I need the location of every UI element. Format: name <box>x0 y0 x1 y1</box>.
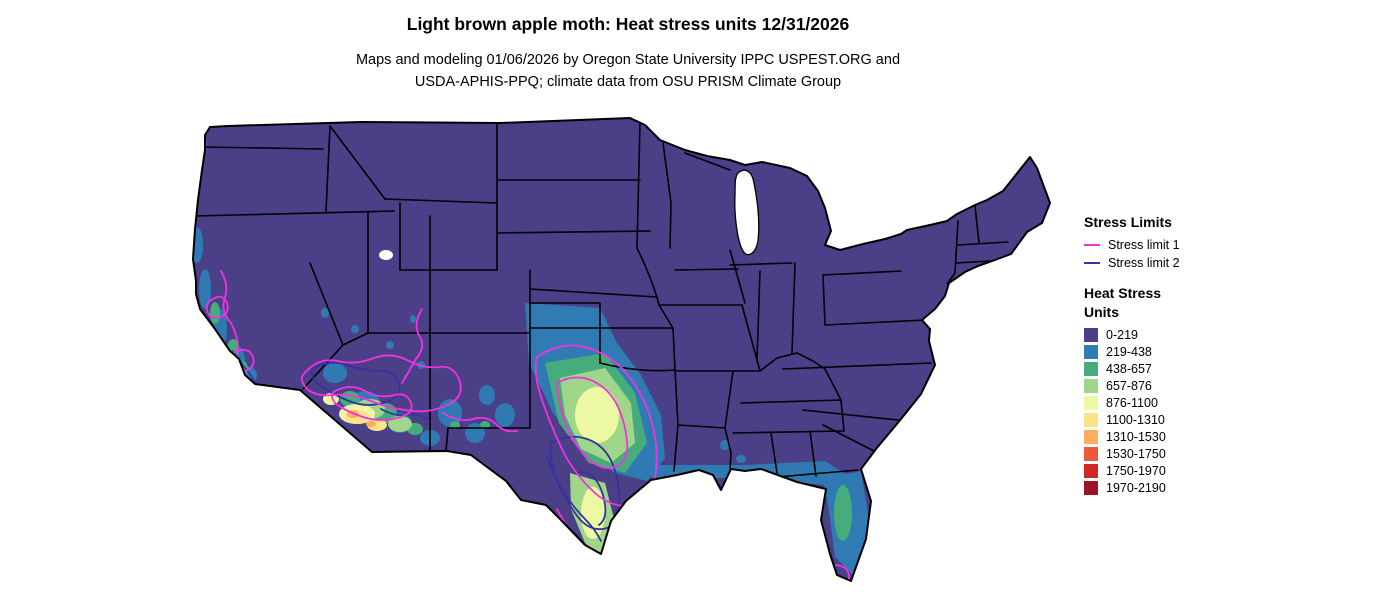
lakes <box>379 169 760 260</box>
lake-michigan <box>734 169 760 256</box>
subtitle-line-1: Maps and modeling 01/06/2026 by Oregon S… <box>355 52 901 68</box>
legend-item-1100-1310: 1100-1310 <box>1084 412 1234 427</box>
heat-stress-heading-line-2: Units <box>1084 303 1119 320</box>
legend-item-1530-1750: 1530-1750 <box>1084 446 1234 461</box>
swatch-1310-1530 <box>1084 429 1098 444</box>
swatch-438-657 <box>1084 361 1098 376</box>
swatch-0-219 <box>1084 327 1098 342</box>
subtitle: Maps and modeling 01/06/2026 by Oregon S… <box>0 49 1256 94</box>
label-876-1100: 876-1100 <box>1106 395 1158 410</box>
heat-stress-heading-line-1: Heat Stress <box>1084 284 1162 301</box>
label-1750-1970: 1750-1970 <box>1106 463 1166 478</box>
label-1530-1750: 1530-1750 <box>1106 446 1166 461</box>
subtitle-line-2: USDA-APHIS-PPQ; climate data from OSU PR… <box>414 74 842 91</box>
page-title: Light brown apple moth: Heat stress unit… <box>406 14 850 34</box>
legend-item-657-876: 657-876 <box>1084 378 1234 393</box>
legend-item-876-1100: 876-1100 <box>1084 395 1234 410</box>
legend-item-1310-1530: 1310-1530 <box>1084 429 1234 444</box>
stress-limits-heading: Stress Limits <box>1084 214 1172 230</box>
label-657-876: 657-876 <box>1106 378 1152 393</box>
label-0-219: 0-219 <box>1106 327 1138 342</box>
us-map-svg <box>192 117 1051 582</box>
label-1310-1530: 1310-1530 <box>1106 429 1166 444</box>
stress-limit-2-label: Stress limit 2 <box>1108 255 1180 270</box>
label-219-438: 219-438 <box>1106 344 1152 359</box>
legend-item-0-219: 0-219 <box>1084 327 1234 342</box>
label-438-657: 438-657 <box>1106 361 1152 376</box>
header: Light brown apple moth: Heat stress unit… <box>0 14 1256 94</box>
swatch-876-1100 <box>1084 395 1098 410</box>
stress-limit-2-line-sample <box>1084 261 1100 264</box>
legend-item-1750-1970: 1750-1970 <box>1084 463 1234 478</box>
stress-limit-1-label: Stress limit 1 <box>1108 237 1180 252</box>
legend-item-219-438: 219-438 <box>1084 344 1234 359</box>
heat-stress-units-heading: Heat Stress Units <box>1084 284 1234 322</box>
label-1970-2190: 1970-2190 <box>1106 480 1166 495</box>
legend-item-438-657: 438-657 <box>1084 361 1234 376</box>
swatch-657-876 <box>1084 378 1098 393</box>
label-1100-1310: 1100-1310 <box>1106 412 1165 427</box>
swatch-219-438 <box>1084 344 1098 359</box>
state-borders <box>194 121 1009 478</box>
swatch-1750-1970 <box>1084 463 1098 478</box>
legend-panel: Stress Limits Stress limit 1 Stress limi… <box>1084 213 1234 498</box>
legend-item-1970-2190: 1970-2190 <box>1084 480 1234 495</box>
legend-item-stress-limit-2: Stress limit 2 <box>1084 256 1234 270</box>
swatch-1970-2190 <box>1084 480 1098 495</box>
swatch-1100-1310 <box>1084 412 1098 427</box>
us-heat-stress-map <box>185 113 1065 593</box>
swatch-1530-1750 <box>1084 446 1098 461</box>
stress-limit-1-line-sample <box>1084 243 1100 246</box>
legend-item-stress-limit-1: Stress limit 1 <box>1084 238 1234 252</box>
great-salt-lake <box>379 250 393 260</box>
